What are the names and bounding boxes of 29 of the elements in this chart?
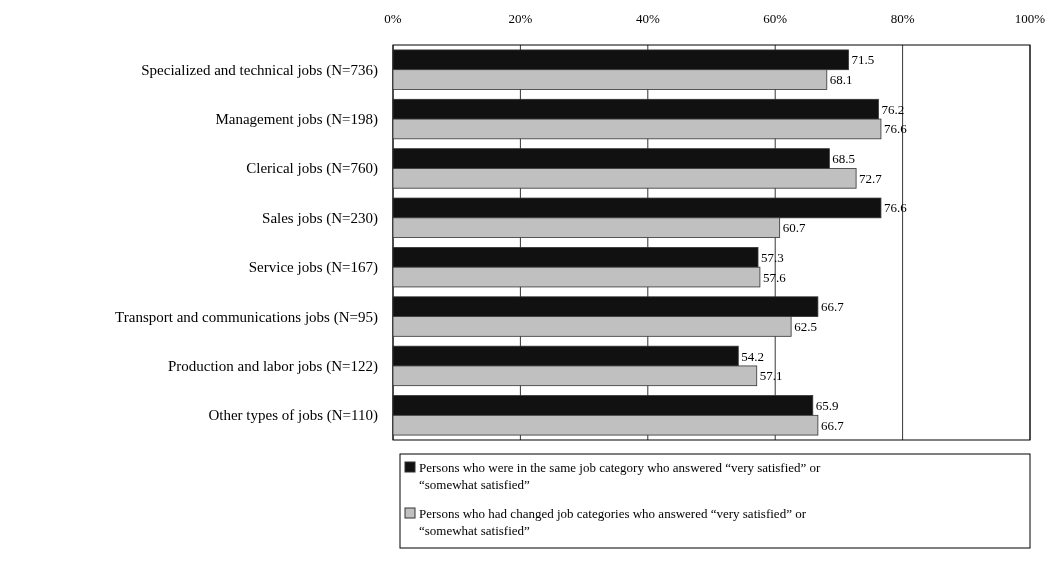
- data-label: 72.7: [859, 170, 883, 186]
- y-tick-label: Production and labor jobs (N=122): [167, 357, 378, 375]
- data-label: 60.7: [782, 220, 806, 236]
- data-label: 54.2: [741, 348, 764, 364]
- y-tick-label: Transport and communications jobs (N=95): [115, 308, 378, 326]
- x-tick-label: 20%: [508, 11, 533, 26]
- y-tick-label: Service jobs (N=167): [248, 259, 378, 277]
- data-label: 68.1: [829, 72, 853, 88]
- x-tick-label: 60%: [763, 11, 788, 26]
- y-tick-label: Other types of jobs (N=110): [208, 407, 378, 425]
- data-label: 57.3: [761, 249, 784, 265]
- y-tick-label: Management jobs (N=198): [215, 111, 378, 129]
- x-tick-label: 80%: [890, 11, 915, 26]
- x-tick-label: 0%: [384, 11, 402, 26]
- y-tick-label: Specialized and technical jobs (N=736): [141, 61, 378, 79]
- y-tick-label: Sales jobs (N=230): [262, 209, 378, 227]
- data-label: 71.5: [851, 52, 875, 68]
- data-label: 62.5: [794, 318, 817, 334]
- legend-label: Persons who had changed job categories who answered “very satisfied” or “somewhat satisfied”: [419, 505, 807, 538]
- x-tick-label: 100%: [1014, 11, 1046, 26]
- data-label: 68.5: [832, 151, 856, 167]
- data-label: 57.6: [762, 269, 787, 285]
- data-label: 65.9: [815, 397, 839, 413]
- data-label: 66.7: [820, 417, 845, 433]
- legend-label: Persons who were in the same job category who answered “very satisfied” or “somewhat satisfied”: [419, 459, 822, 492]
- x-tick-label: 40%: [635, 11, 660, 26]
- data-label: 66.7: [820, 299, 845, 315]
- data-label: 57.1: [759, 368, 783, 384]
- y-tick-label: Clerical jobs (N=760): [246, 160, 378, 178]
